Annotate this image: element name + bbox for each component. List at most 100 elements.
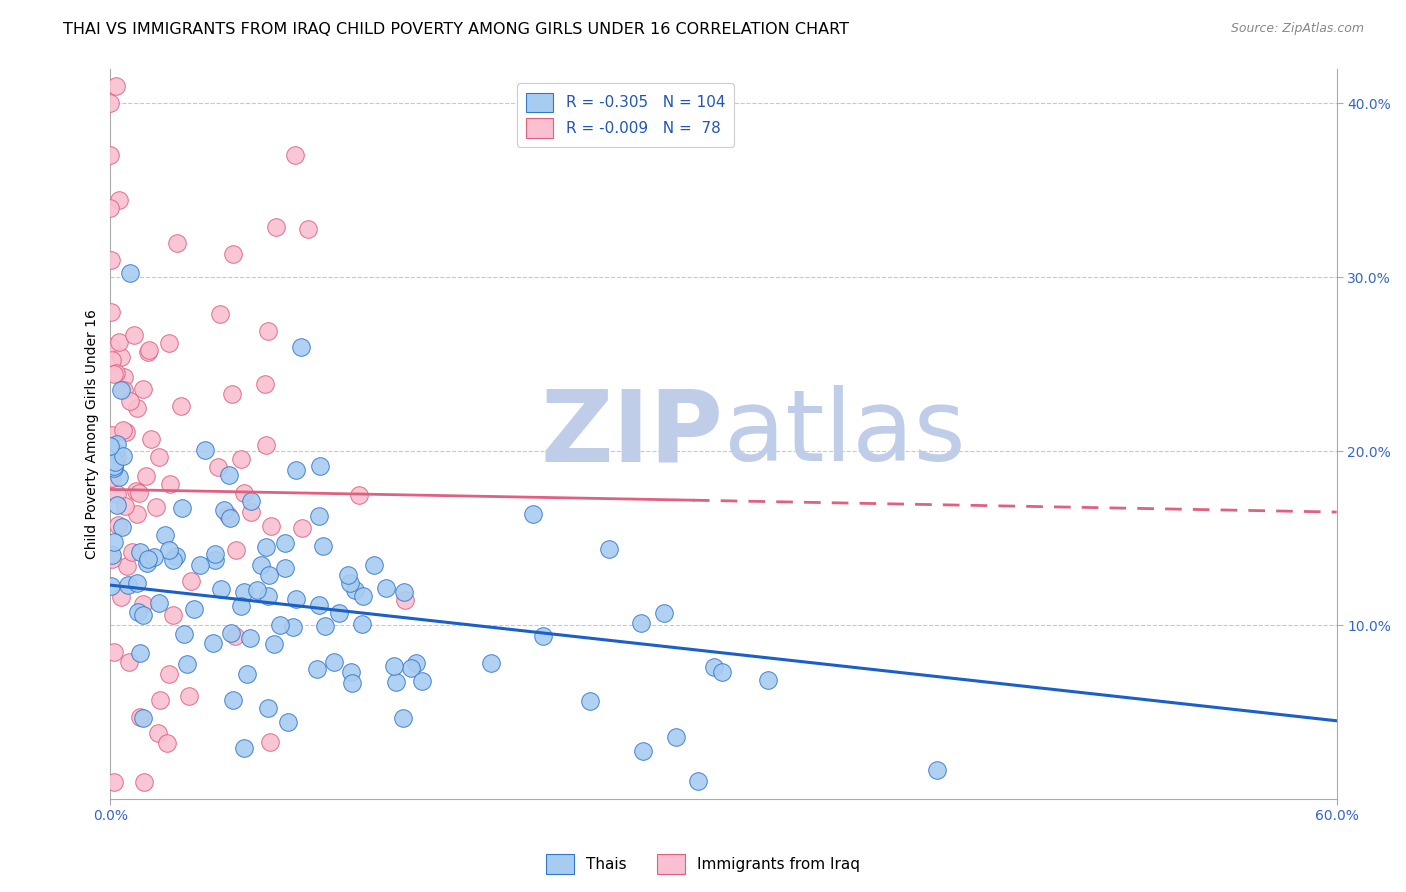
Point <box>312 539 335 553</box>
Point <box>173 627 195 641</box>
Point <box>128 486 150 500</box>
Point <box>100 252 122 267</box>
Point <box>111 520 134 534</box>
Point <box>233 740 256 755</box>
Point <box>139 433 162 447</box>
Text: ZIP: ZIP <box>541 385 724 483</box>
Point <box>339 575 361 590</box>
Point <box>239 632 262 646</box>
Point <box>162 553 184 567</box>
Point <box>221 693 243 707</box>
Legend: R = -0.305   N = 104, R = -0.009   N =  78: R = -0.305 N = 104, R = -0.009 N = 78 <box>516 84 734 147</box>
Point <box>245 582 267 597</box>
Point <box>129 710 152 724</box>
Point <box>277 714 299 729</box>
Point <box>157 543 180 558</box>
Text: atlas: atlas <box>724 385 965 483</box>
Point <box>148 450 170 465</box>
Point <box>111 449 134 463</box>
Point <box>101 552 124 566</box>
Point <box>104 445 127 459</box>
Point <box>394 585 416 599</box>
Point <box>100 353 122 368</box>
Point <box>131 608 153 623</box>
Point <box>148 725 170 739</box>
Point <box>115 425 138 439</box>
Point <box>100 148 122 162</box>
Point <box>290 340 312 354</box>
Point <box>142 549 165 564</box>
Point <box>257 324 280 338</box>
Point <box>105 78 128 93</box>
Point <box>129 646 152 660</box>
Point <box>283 620 305 634</box>
Point <box>285 462 308 476</box>
Point <box>112 384 135 398</box>
Point <box>127 606 149 620</box>
Point <box>309 458 332 473</box>
Point <box>347 488 370 502</box>
Point <box>136 552 159 566</box>
Legend: Thais, Immigrants from Iraq: Thais, Immigrants from Iraq <box>540 848 866 880</box>
Point <box>103 367 125 381</box>
Point <box>110 590 132 604</box>
Point <box>221 387 243 401</box>
Point <box>382 658 405 673</box>
Point <box>105 487 128 501</box>
Point <box>254 438 277 452</box>
Point <box>156 736 179 750</box>
Point <box>166 236 188 251</box>
Point <box>231 452 253 467</box>
Point <box>110 350 132 364</box>
Y-axis label: Child Poverty Among Girls Under 16: Child Poverty Among Girls Under 16 <box>86 309 100 558</box>
Point <box>291 521 314 535</box>
Point <box>120 394 142 409</box>
Point <box>108 334 131 349</box>
Point <box>392 711 415 725</box>
Point <box>259 735 281 749</box>
Point <box>114 500 136 514</box>
Point <box>110 383 132 397</box>
Point <box>103 774 125 789</box>
Point <box>118 655 141 669</box>
Point <box>314 619 336 633</box>
Point <box>401 661 423 675</box>
Point <box>232 486 254 500</box>
Point <box>274 536 297 550</box>
Point <box>101 548 124 562</box>
Point <box>257 589 280 603</box>
Point <box>273 561 295 575</box>
Point <box>100 201 122 215</box>
Point <box>269 617 291 632</box>
Point <box>340 665 363 680</box>
Point <box>172 501 194 516</box>
Point <box>481 656 503 670</box>
Point <box>579 694 602 708</box>
Point <box>260 519 283 533</box>
Point <box>209 582 232 597</box>
Point <box>117 578 139 592</box>
Point <box>104 455 127 469</box>
Point <box>202 636 225 650</box>
Point <box>118 266 141 280</box>
Point <box>134 774 156 789</box>
Point <box>103 534 125 549</box>
Point <box>630 616 652 631</box>
Text: Source: ZipAtlas.com: Source: ZipAtlas.com <box>1230 22 1364 36</box>
Point <box>239 494 262 508</box>
Point <box>136 556 159 570</box>
Point <box>131 597 153 611</box>
Point <box>350 617 373 632</box>
Point <box>254 376 277 391</box>
Point <box>107 518 129 533</box>
Point <box>177 690 200 704</box>
Point <box>162 607 184 622</box>
Point <box>108 193 131 207</box>
Text: THAI VS IMMIGRANTS FROM IRAQ CHILD POVERTY AMONG GIRLS UNDER 16 CORRELATION CHAR: THAI VS IMMIGRANTS FROM IRAQ CHILD POVER… <box>63 22 849 37</box>
Point <box>132 710 155 724</box>
Point <box>101 470 124 484</box>
Point <box>136 344 159 359</box>
Point <box>340 675 363 690</box>
Point <box>122 327 145 342</box>
Point <box>239 505 262 519</box>
